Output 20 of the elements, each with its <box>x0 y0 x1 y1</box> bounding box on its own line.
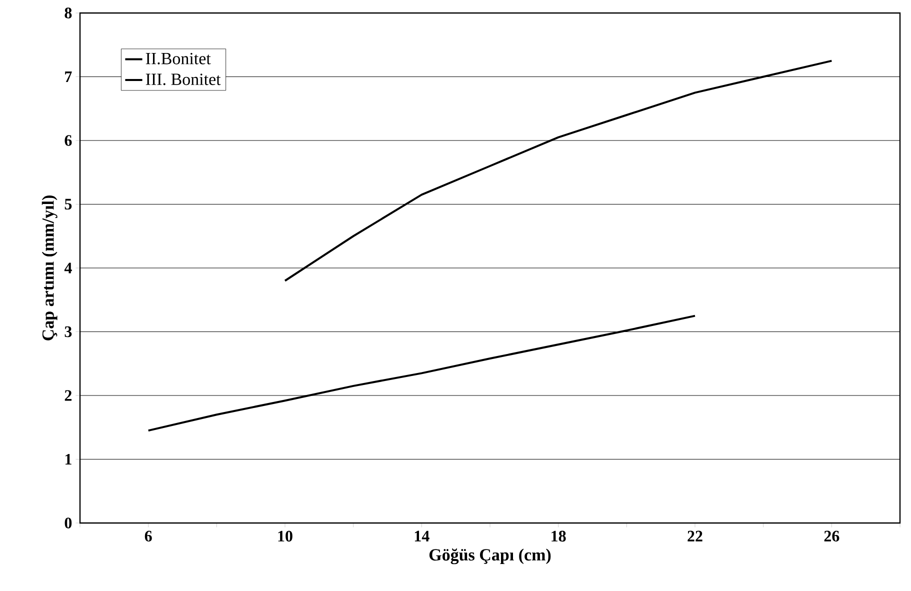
x-tick-label: 18 <box>552 530 566 542</box>
line-series <box>284 60 833 282</box>
legend-label: II.Bonitet <box>146 52 211 64</box>
x-tick-label: 6 <box>144 530 152 542</box>
y-tick-label: 4 <box>64 262 72 274</box>
y-axis-title: Çap artımı (mm/yıl) <box>42 196 58 340</box>
y-tick-label: 5 <box>64 198 72 210</box>
x-axis-title: Göğüs Çapı (cm) <box>429 548 551 564</box>
legend-label: III. Bonitet <box>146 74 221 86</box>
y-tick-label: 7 <box>65 72 72 82</box>
y-tick-label: 1 <box>65 454 72 465</box>
x-tick-label: 14 <box>414 530 430 542</box>
y-tick-label: 0 <box>64 518 72 528</box>
y-tick-label: 2 <box>64 390 72 401</box>
x-tick-label: 22 <box>688 530 702 542</box>
x-tick-label: 26 <box>824 530 840 542</box>
y-tick-label: 3 <box>64 326 72 338</box>
y-tick-label: 6 <box>64 135 72 146</box>
x-tick-label: 10 <box>278 530 292 542</box>
y-tick-label: 8 <box>64 8 72 18</box>
